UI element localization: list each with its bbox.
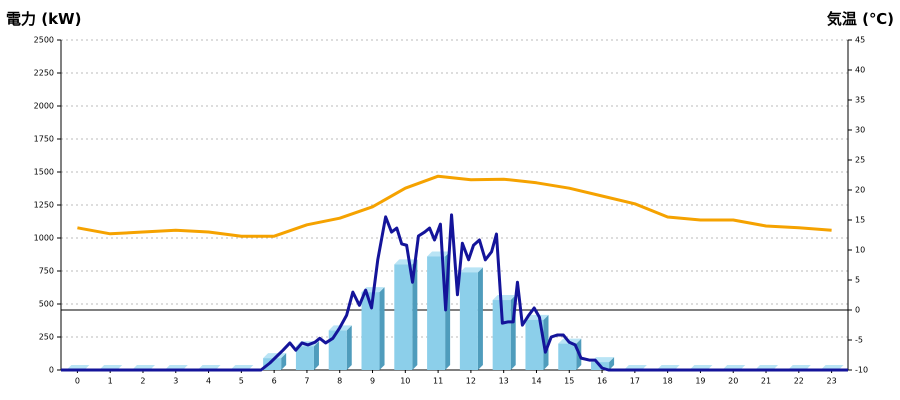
y-tick-label: 2000	[34, 102, 54, 111]
x-tick-label: 5	[239, 377, 244, 386]
x-tick-label: 22	[794, 377, 804, 386]
bar	[459, 272, 478, 370]
line	[77, 174, 832, 238]
y2-axis-title: 気温 (℃)	[827, 10, 894, 28]
y2-tick-label: 20	[855, 186, 865, 195]
y2-tick-label: 0	[855, 306, 860, 315]
bar	[427, 256, 446, 370]
bar-side	[346, 325, 352, 370]
y-tick-label: 1750	[34, 135, 54, 144]
y-tick-label: 500	[39, 300, 54, 309]
x-tick-label: 11	[433, 377, 443, 386]
bar-top	[427, 251, 451, 257]
y-tick-label: 2500	[34, 36, 54, 45]
y2-tick-label: 35	[855, 96, 865, 105]
x-tick-label: 13	[499, 377, 509, 386]
x-tick-label: 2	[140, 377, 145, 386]
x-tick-label: 16	[597, 377, 607, 386]
x-tick-label: 4	[206, 377, 211, 386]
y-tick-label: 750	[39, 267, 54, 276]
bar	[295, 346, 314, 370]
bar-top	[394, 259, 418, 265]
bar	[263, 358, 282, 370]
x-tick-label: 8	[337, 377, 342, 386]
y2-tick-label: 10	[855, 246, 865, 255]
bar-top	[492, 295, 516, 301]
bar	[394, 264, 413, 370]
y2-tick-label: -5	[855, 336, 863, 345]
x-tick-label: 12	[466, 377, 476, 386]
y-tick-label: 1250	[34, 201, 54, 210]
bar-top	[525, 314, 549, 320]
bar-side	[379, 287, 385, 370]
y2-tick-label: 30	[855, 126, 865, 135]
x-tick-label: 14	[531, 377, 541, 386]
x-tick-label: 17	[630, 377, 640, 386]
x-tick-label: 18	[663, 377, 673, 386]
bar	[525, 319, 544, 370]
y2-tick-label: 25	[855, 156, 865, 165]
x-tick-label: 23	[827, 377, 837, 386]
y-tick-label: 1000	[34, 234, 54, 243]
x-tick-label: 9	[370, 377, 375, 386]
x-tick-label: 10	[400, 377, 410, 386]
bar	[492, 300, 511, 370]
x-tick-label: 15	[564, 377, 574, 386]
bar	[328, 330, 347, 370]
x-tick-label: 6	[272, 377, 277, 386]
bar	[558, 343, 577, 370]
y-tick-label: 0	[49, 366, 54, 375]
x-tick-label: 3	[173, 377, 178, 386]
x-tick-label: 20	[728, 377, 738, 386]
bar-side	[477, 267, 483, 370]
x-tick-label: 1	[108, 377, 113, 386]
bar-side	[609, 357, 615, 370]
x-tick-label: 19	[695, 377, 705, 386]
x-tick-label: 7	[304, 377, 309, 386]
x-tick-label: 21	[761, 377, 771, 386]
x-tick-label: 0	[75, 377, 80, 386]
bar-top	[459, 267, 483, 273]
y2-tick-label: 45	[855, 36, 865, 45]
bar-side	[281, 353, 287, 370]
y-tick-label: 250	[39, 333, 54, 342]
y2-tick-label: 40	[855, 66, 865, 75]
line	[61, 213, 848, 372]
y2-tick-label: 15	[855, 216, 865, 225]
y-tick-label: 2250	[34, 69, 54, 78]
bar	[361, 292, 380, 370]
y2-tick-label: 5	[855, 276, 860, 285]
bar-side	[543, 314, 549, 370]
bar-side	[313, 341, 319, 370]
y2-tick-label: -10	[855, 366, 868, 375]
y-axis-title: 電力 (kW)	[6, 10, 81, 28]
y-tick-label: 1500	[34, 168, 54, 177]
bar-side	[412, 259, 418, 370]
